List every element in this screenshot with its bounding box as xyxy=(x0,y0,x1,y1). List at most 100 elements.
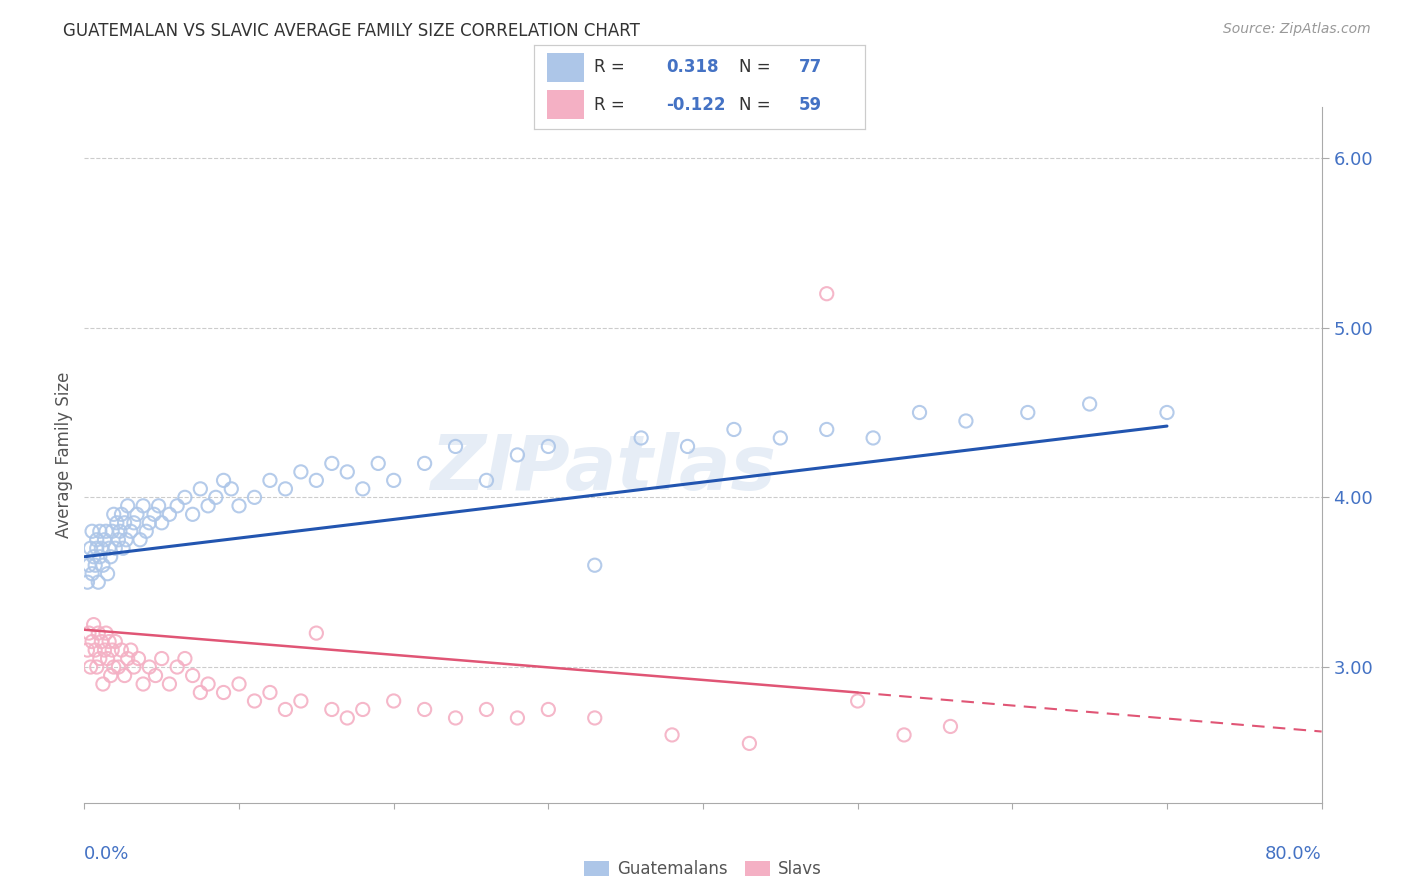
Point xyxy=(290,694,312,708)
Point xyxy=(104,634,127,648)
Point xyxy=(475,474,498,488)
Point xyxy=(305,474,328,488)
Point xyxy=(212,685,235,699)
Point xyxy=(166,499,188,513)
Point xyxy=(166,660,188,674)
Point xyxy=(127,651,149,665)
Point xyxy=(738,736,761,750)
Point xyxy=(939,719,962,733)
Point xyxy=(101,524,124,539)
Point xyxy=(129,533,152,547)
Point xyxy=(76,643,98,657)
Point xyxy=(846,694,869,708)
Legend: Guatemalans, Slavs: Guatemalans, Slavs xyxy=(578,854,828,885)
Point xyxy=(181,668,204,682)
Point xyxy=(1078,397,1101,411)
Point xyxy=(83,549,105,564)
Point xyxy=(537,702,560,716)
Point xyxy=(290,465,312,479)
Point xyxy=(96,566,118,581)
Point xyxy=(77,626,100,640)
Point xyxy=(104,541,127,556)
Point xyxy=(321,457,343,471)
Point xyxy=(506,448,529,462)
Point xyxy=(150,516,173,530)
Point xyxy=(630,431,652,445)
Point xyxy=(83,617,105,632)
Point xyxy=(661,728,683,742)
Point xyxy=(243,694,266,708)
Point xyxy=(87,575,110,590)
Point xyxy=(107,660,129,674)
Point xyxy=(197,499,219,513)
Point xyxy=(159,677,180,691)
Point xyxy=(413,457,436,471)
Point xyxy=(274,482,297,496)
Point xyxy=(352,482,374,496)
Point xyxy=(475,702,498,716)
Point xyxy=(188,685,211,699)
Text: R =: R = xyxy=(593,59,624,77)
Point xyxy=(94,524,117,539)
Point xyxy=(955,414,977,428)
Point xyxy=(79,541,101,556)
Point xyxy=(138,660,160,674)
Point xyxy=(893,728,915,742)
Point xyxy=(676,439,699,453)
Text: 80.0%: 80.0% xyxy=(1265,845,1322,863)
Y-axis label: Average Family Size: Average Family Size xyxy=(55,372,73,538)
Point xyxy=(87,626,110,640)
Point xyxy=(110,643,132,657)
Point xyxy=(125,508,148,522)
Point xyxy=(114,668,136,682)
Point xyxy=(93,643,115,657)
Point xyxy=(86,533,108,547)
Point xyxy=(103,508,125,522)
Point xyxy=(181,508,204,522)
Point xyxy=(259,685,281,699)
Point xyxy=(89,651,111,665)
Point xyxy=(115,533,138,547)
Point xyxy=(91,677,114,691)
Point xyxy=(908,405,931,419)
Point xyxy=(90,634,112,648)
Point xyxy=(96,651,118,665)
Point xyxy=(86,660,108,674)
Point xyxy=(1017,405,1039,419)
Point xyxy=(583,558,606,573)
Point xyxy=(815,286,838,301)
Point xyxy=(138,516,160,530)
FancyBboxPatch shape xyxy=(547,54,583,82)
Point xyxy=(243,491,266,505)
Point xyxy=(174,651,197,665)
Text: 77: 77 xyxy=(799,59,823,77)
Point xyxy=(117,499,139,513)
Point xyxy=(1156,405,1178,419)
Point xyxy=(723,422,745,436)
Point xyxy=(367,457,389,471)
Point xyxy=(100,549,122,564)
Text: Source: ZipAtlas.com: Source: ZipAtlas.com xyxy=(1223,22,1371,37)
Point xyxy=(352,702,374,716)
Text: R =: R = xyxy=(593,95,624,114)
Point xyxy=(305,626,328,640)
Point xyxy=(444,711,467,725)
Point xyxy=(219,482,242,496)
Point xyxy=(188,482,211,496)
Point xyxy=(84,558,107,573)
Point xyxy=(150,651,173,665)
Point xyxy=(862,431,884,445)
Point xyxy=(89,524,111,539)
Point xyxy=(444,439,467,453)
Point xyxy=(84,643,107,657)
Text: 0.318: 0.318 xyxy=(666,59,718,77)
FancyBboxPatch shape xyxy=(547,90,583,120)
Point xyxy=(117,651,139,665)
Point xyxy=(132,677,155,691)
Point xyxy=(98,634,121,648)
Point xyxy=(205,491,228,505)
Point xyxy=(105,516,128,530)
Point xyxy=(76,575,98,590)
Point xyxy=(135,524,157,539)
Point xyxy=(159,508,180,522)
